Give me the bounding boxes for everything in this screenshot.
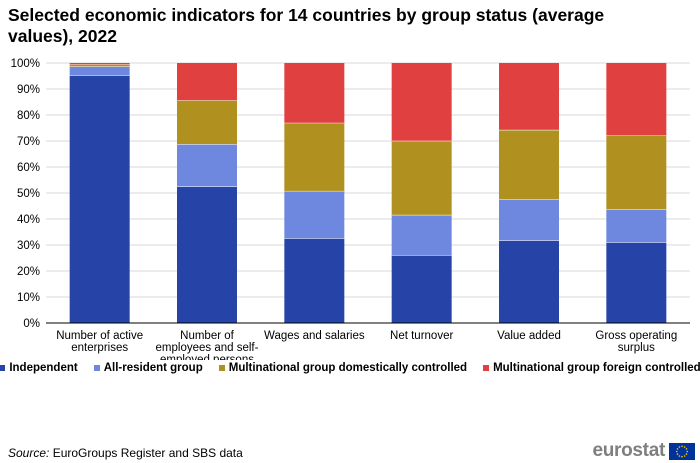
- x-tick-label-line: employees and self-: [156, 342, 259, 354]
- bar-segment-4-1: [69, 63, 130, 65]
- y-tick-label: 100%: [11, 58, 40, 70]
- legend-swatch: [218, 365, 225, 371]
- bar-segment-3-4: [391, 140, 452, 215]
- bar-segment-1-2: [177, 186, 237, 323]
- bar-segment-2-2: [177, 144, 237, 187]
- x-tick-label: Wages and salaries: [264, 330, 365, 342]
- bar-segment-1-1: [69, 75, 130, 323]
- x-tick-label: Number of active enterprises: [56, 330, 143, 354]
- y-tick-label: 70%: [17, 136, 40, 148]
- legend-label: Multinational group domestically control…: [228, 362, 468, 374]
- y-tick-label: 60%: [17, 162, 40, 174]
- bar-segment-2-1: [69, 66, 130, 76]
- bar-segment-1-6: [606, 242, 667, 323]
- eu-star: [678, 445, 681, 448]
- legend-swatch: [483, 365, 490, 371]
- eu-flag-icon: [669, 442, 695, 460]
- legend-label: All-resident group: [103, 362, 203, 374]
- x-tick-label-line: Net turnover: [390, 330, 453, 342]
- eu-star: [681, 445, 683, 447]
- bar-segment-4-5: [499, 63, 559, 130]
- eu-star: [685, 447, 688, 450]
- y-tick-label: 10%: [17, 292, 40, 304]
- legend-swatch: [93, 365, 100, 371]
- y-tick-label: 30%: [17, 240, 40, 252]
- eurostat-logo: eurostat: [592, 440, 695, 462]
- eu-star: [683, 454, 686, 457]
- eu-star: [676, 452, 679, 455]
- y-tick-label: 40%: [17, 214, 40, 226]
- x-tick-label-line: Gross operating: [595, 330, 677, 342]
- bar-segment-3-3: [284, 122, 345, 191]
- bar-segment-2-3: [284, 190, 345, 239]
- legend-item: Independent: [0, 362, 78, 374]
- bar-segment-3-5: [499, 129, 559, 200]
- bar-segment-4-6: [606, 63, 667, 136]
- bar-segment-3-2: [177, 100, 237, 145]
- x-tick-label: Gross operating surplus: [595, 330, 677, 354]
- bar-segment-1-5: [499, 240, 559, 323]
- x-tick-label: Number of employees and self-employed per…: [156, 330, 259, 360]
- legend-label: Independent: [9, 362, 78, 374]
- y-tick-label: 50%: [17, 188, 40, 200]
- x-tick-label-line: Wages and salaries: [264, 330, 365, 342]
- source-text: EuroGroups Register and SBS data: [49, 446, 243, 460]
- y-tick-label: 80%: [17, 110, 40, 122]
- bar-segment-2-6: [606, 209, 667, 243]
- x-tick-label-line: Value added: [497, 330, 561, 342]
- bars: [69, 63, 667, 323]
- x-tick-label-line: surplus: [618, 342, 655, 354]
- bar-segment-1-3: [284, 238, 345, 323]
- eu-star: [676, 447, 679, 450]
- bar-segment-4-3: [284, 63, 345, 123]
- x-tick-label-line: Number of active: [56, 330, 143, 342]
- bar-segment-2-5: [499, 199, 559, 241]
- bar-segment-4-4: [391, 63, 452, 141]
- legend-label: Multinational group foreign controlled: [493, 362, 700, 374]
- source-note: Source: EuroGroups Register and SBS data: [8, 446, 243, 460]
- legend: Independent All-resident group Multination…: [0, 362, 700, 374]
- eu-star: [686, 450, 688, 452]
- y-tick-label: 20%: [17, 266, 40, 278]
- y-axis-ticks: 0% 10% 20% 30% 40% 50% 60% 70% 80% 90% 100%: [11, 58, 40, 330]
- bar-segment-1-4: [391, 255, 452, 323]
- bar-segment-3-6: [606, 135, 667, 210]
- stacked-bar-chart: 0% 10% 20% 30% 40% 50% 60% 70% 80% 90% 100% Number…: [11, 58, 690, 360]
- grid-lines: [46, 62, 690, 298]
- y-tick-label: 0%: [23, 318, 40, 330]
- legend-item: Multinational group domestically control…: [218, 362, 468, 374]
- x-tick-label: Net turnover: [390, 330, 453, 342]
- bar-segment-2-4: [391, 214, 452, 256]
- eu-star: [685, 452, 688, 455]
- bar-segment-3-1: [69, 64, 130, 67]
- eu-star: [678, 454, 681, 457]
- logo-text: eurostat: [592, 440, 665, 461]
- eu-star: [676, 450, 678, 452]
- x-tick-label-line: Number of: [180, 330, 234, 342]
- y-tick-label: 90%: [17, 84, 40, 96]
- eu-star: [681, 455, 683, 457]
- source-label: Source:: [8, 446, 50, 460]
- x-tick-label-line: enterprises: [71, 342, 128, 354]
- legend-swatch: [0, 365, 6, 371]
- x-tick-label: Value added: [497, 330, 561, 342]
- legend-item: Multinational group foreign controlled: [483, 362, 700, 374]
- x-tick-label-line: employed persons: [160, 354, 254, 360]
- legend-item: All-resident group: [93, 362, 203, 374]
- chart-title: Selected economic indicators for 14 coun…: [8, 5, 605, 46]
- bar-segment-4-2: [177, 63, 237, 101]
- eu-star: [683, 445, 686, 448]
